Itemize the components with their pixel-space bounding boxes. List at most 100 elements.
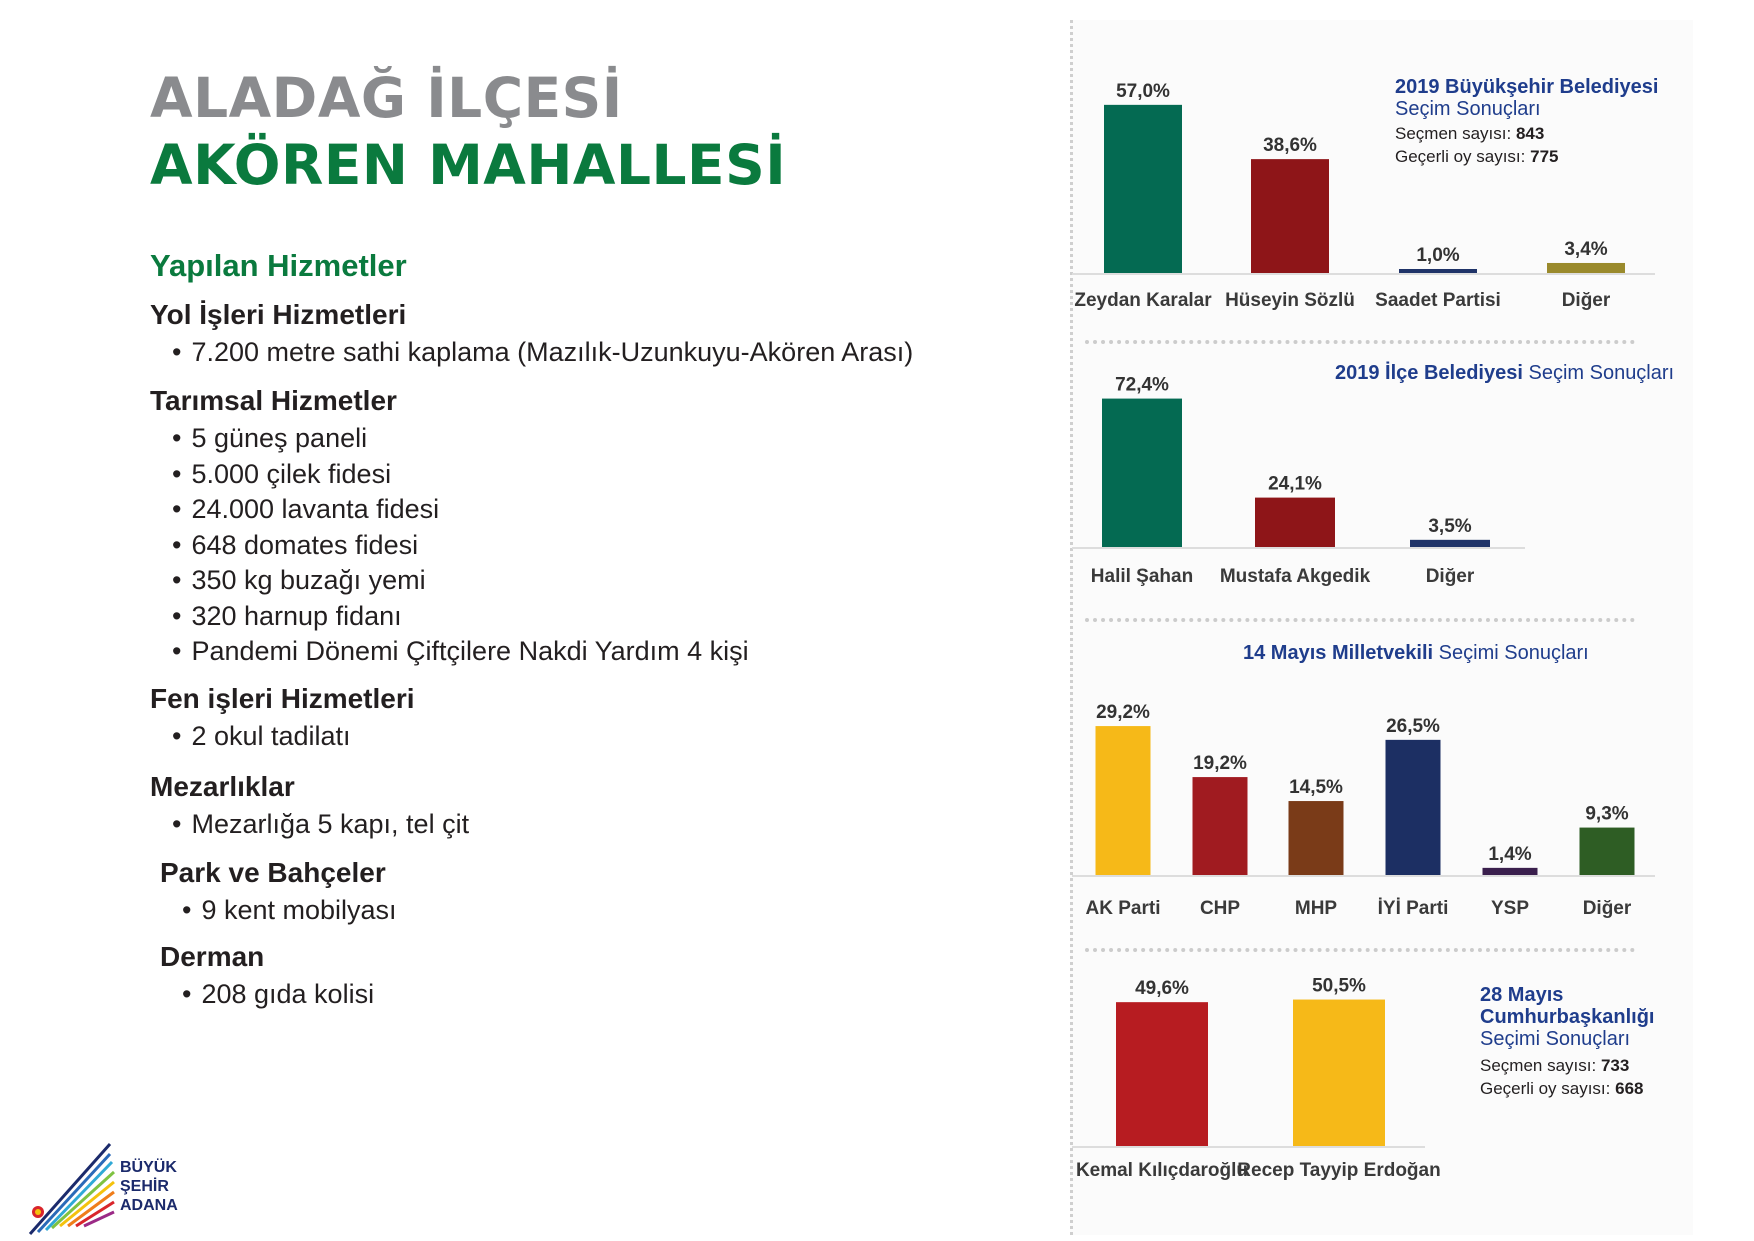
chart-bar	[1293, 999, 1385, 1146]
category-label: İYİ Parti	[1378, 898, 1449, 919]
service-item: 5 güneş paneli	[172, 421, 749, 457]
service-item: Mezarlığa 5 kapı, tel çit	[172, 807, 469, 843]
service-item: 350 kg buzağı yemi	[172, 563, 749, 599]
category-label: Saadet Partisi	[1375, 290, 1501, 311]
metro-voters: Seçmen sayısı: 843	[1395, 124, 1545, 143]
chart-bar	[1288, 801, 1344, 875]
chart-bar	[1116, 1002, 1208, 1146]
service-items: 208 gıda kolisi	[160, 977, 374, 1013]
district-info: 2019 İlçe Belediyesi Seçim Sonuçları	[1335, 362, 1674, 384]
bar-value-label: 50,5%	[1312, 976, 1366, 997]
metro-subtitle: Seçim Sonuçları	[1395, 98, 1541, 120]
service-section-title: Derman	[160, 941, 265, 972]
logo-text: BÜYÜK ŞEHİR ADANA	[120, 1158, 178, 1215]
category-label: Halil Şahan	[1091, 566, 1193, 587]
panel-divider	[1085, 340, 1635, 344]
service-section: Tarımsal Hizmetler 5 güneş paneli5.000 çi…	[150, 384, 749, 670]
bar-value-label: 3,4%	[1564, 239, 1607, 260]
bar-value-label: 1,4%	[1488, 844, 1531, 865]
chart-0: 57,0% Zeydan Karalar 38,6% Hüseyin Sözlü 1,0…	[1072, 81, 1655, 311]
category-label: Hüseyin Sözlü	[1225, 290, 1355, 311]
service-section-title: Yol İşleri Hizmetleri	[150, 299, 407, 330]
page-title-neighbourhood: AKÖREN MAHALLESİ	[150, 133, 787, 197]
service-section: Yol İşleri Hizmetleri 7.200 metre sathi k…	[150, 298, 913, 371]
service-section-title: Mezarlıklar	[150, 771, 295, 802]
logo-stripes-icon	[28, 1143, 116, 1235]
service-items: 5 güneş paneli5.000 çilek fidesi24.000 l…	[150, 421, 749, 670]
chart-bar	[1410, 539, 1490, 547]
service-section: Fen işleri Hizmetleri 2 okul tadilatı	[150, 682, 415, 755]
metro-valid-votes: Geçerli oy sayısı: 775	[1395, 147, 1559, 166]
service-section: Park ve Bahçeler 9 kent mobilyası	[160, 856, 397, 929]
metro-title: 2019 Büyükşehir Belediyesi	[1395, 76, 1659, 98]
service-item: 7.200 metre sathi kaplama (Mazılık-Uzunk…	[172, 335, 913, 371]
services-heading: Yapılan Hizmetler	[150, 248, 407, 283]
chart-bar	[1255, 497, 1335, 547]
service-items: 9 kent mobilyası	[160, 893, 396, 929]
service-item: 648 domates fidesi	[172, 528, 749, 564]
chart-bar	[1102, 398, 1182, 547]
chart-bar	[1579, 827, 1635, 875]
page-title-district: ALADAĞ İLÇESİ	[150, 66, 623, 130]
service-section-title: Park ve Bahçeler	[160, 857, 386, 888]
chart-bar	[1251, 159, 1329, 273]
bar-value-label: 38,6%	[1263, 135, 1317, 156]
service-item: 2 okul tadilatı	[172, 719, 415, 755]
category-label: Diğer	[1583, 898, 1632, 919]
metro-info: 2019 Büyükşehir Belediyesi Seçim Sonuçla…	[1395, 76, 1658, 168]
bar-value-label: 14,5%	[1289, 777, 1343, 798]
president-title-1: 28 Mayıs	[1480, 984, 1564, 1006]
buyuksehir-adana-logo: BÜYÜK ŞEHİR ADANA	[28, 1136, 198, 1236]
category-label: Zeydan Karalar	[1074, 290, 1212, 311]
service-item: 9 kent mobilyası	[182, 893, 396, 929]
chart-bar	[1547, 262, 1625, 273]
logo-line-2: ŞEHİR	[120, 1178, 169, 1195]
service-item: Pandemi Dönemi Çiftçilere Nakdi Yardım 4…	[172, 634, 748, 670]
president-voters: Seçmen sayısı: 733	[1480, 1056, 1630, 1075]
chart-1: 72,4% Halil Şahan 24,1% Mustafa Akgedik 3,5%…	[1072, 375, 1525, 587]
service-item: 5.000 çilek fidesi	[172, 457, 749, 493]
category-label: Recep Tayyip Erdoğan	[1237, 1160, 1440, 1181]
service-section: Mezarlıklar Mezarlığa 5 kapı, tel çit	[150, 770, 469, 843]
bar-value-label: 24,1%	[1268, 474, 1322, 495]
chart-bar	[1104, 104, 1182, 273]
chart-bar	[1095, 726, 1151, 875]
parliament-info: 14 Mayıs Milletvekili Seçimi Sonuçları	[1243, 642, 1589, 664]
category-label: AK Parti	[1086, 898, 1161, 919]
bar-value-label: 57,0%	[1116, 81, 1170, 102]
chart-bar	[1385, 739, 1441, 875]
service-items: Mezarlığa 5 kapı, tel çit	[150, 807, 469, 843]
president-valid-votes: Geçerli oy sayısı: 668	[1480, 1079, 1644, 1098]
bar-value-label: 19,2%	[1193, 753, 1247, 774]
panel-divider	[1085, 948, 1635, 952]
service-section-title: Fen işleri Hizmetleri	[150, 683, 415, 714]
service-section-title: Tarımsal Hizmetler	[150, 385, 397, 416]
category-label: CHP	[1200, 898, 1240, 919]
president-subtitle: Seçimi Sonuçları	[1480, 1028, 1631, 1050]
bar-value-label: 3,5%	[1428, 516, 1471, 537]
chart-bar	[1399, 269, 1477, 273]
election-charts: 57,0% Zeydan Karalar 38,6% Hüseyin Sözlü 1,0…	[1072, 81, 1655, 1181]
parliament-title: 14 Mayıs Milletvekili	[1243, 642, 1434, 664]
category-label: Kemal Kılıçdaroğlu	[1076, 1160, 1248, 1181]
logo-line-3: ADANA	[120, 1197, 178, 1214]
district-title: 2019 İlçe Belediyesi	[1335, 362, 1523, 384]
president-info: 28 Mayıs Cumhurbaşkanlığı Seçimi Sonuçla…	[1480, 984, 1654, 1100]
category-label: YSP	[1491, 898, 1529, 919]
logo-line-1: BÜYÜK	[120, 1159, 177, 1176]
bar-value-label: 9,3%	[1585, 804, 1628, 825]
category-label: Mustafa Akgedik	[1220, 566, 1371, 587]
president-title-2: Cumhurbaşkanlığı	[1480, 1006, 1655, 1028]
service-items: 2 okul tadilatı	[150, 719, 415, 755]
service-items: 7.200 metre sathi kaplama (Mazılık-Uzunk…	[150, 335, 913, 371]
parliament-subtitle: Seçimi Sonuçları	[1433, 642, 1589, 664]
category-label: Diğer	[1562, 290, 1611, 311]
panel-divider	[1085, 618, 1635, 622]
bar-value-label: 49,6%	[1135, 978, 1189, 999]
chart-3: 49,6% Kemal Kılıçdaroğlu 50,5% Recep Tayyip…	[1072, 976, 1441, 1181]
bar-value-label: 29,2%	[1096, 702, 1150, 723]
bar-value-label: 72,4%	[1115, 375, 1169, 396]
bar-value-label: 26,5%	[1386, 716, 1440, 737]
chart-bar	[1192, 777, 1248, 875]
category-label: Diğer	[1426, 566, 1475, 587]
